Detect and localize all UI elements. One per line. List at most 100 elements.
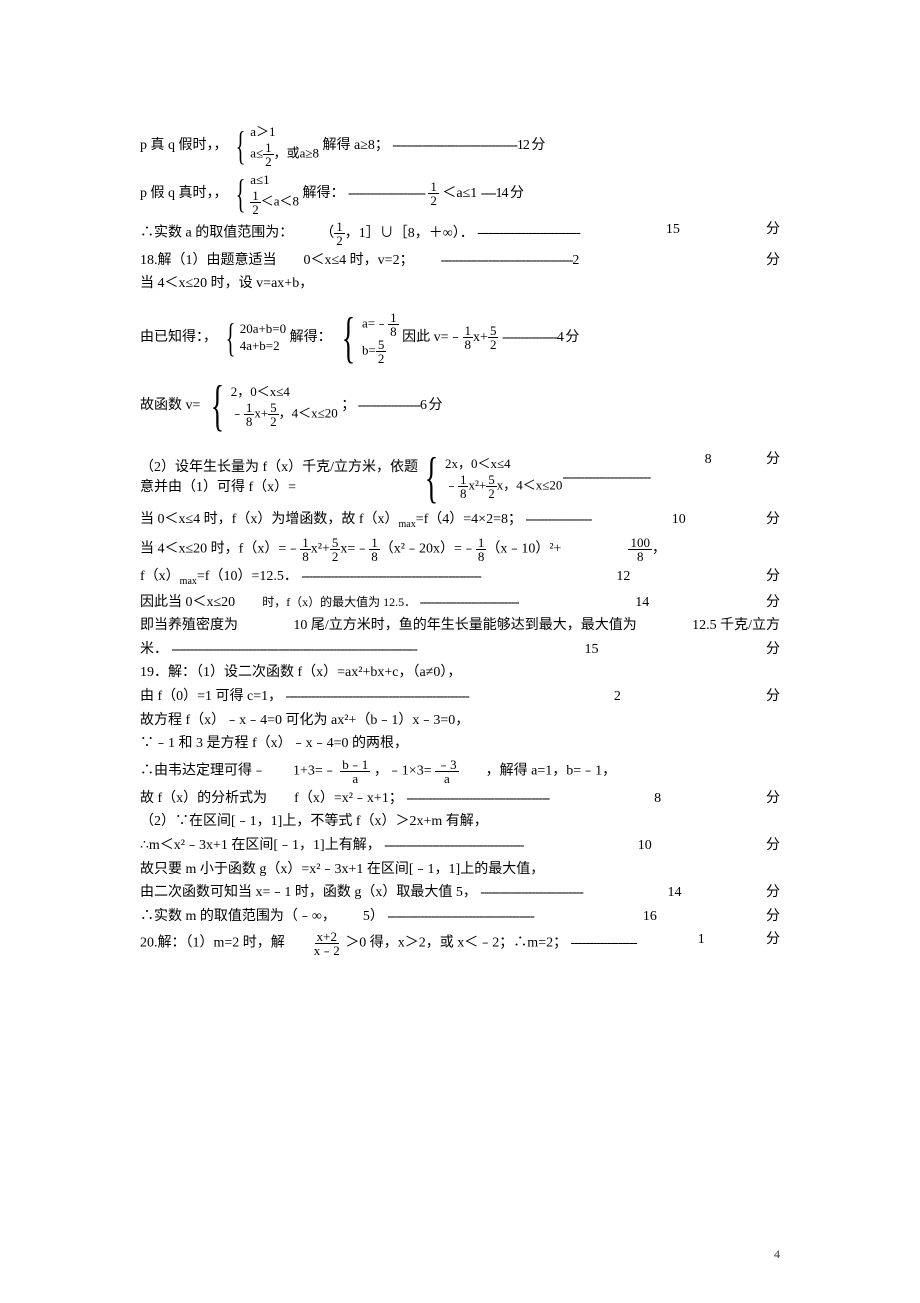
- unit: 分: [766, 789, 780, 809]
- line-10: 当 4＜x≤20 时，f（x）=﹣18x²+52x=﹣18（x²﹣20x）=﹣1…: [140, 536, 780, 563]
- line-7: 故函数 v= { 2，0＜x≤4 ﹣18x+52，4＜x≤20 ； ------…: [140, 378, 780, 434]
- text: ∴由韦达定理可得﹣: [140, 763, 266, 778]
- unit: 分: [766, 450, 780, 506]
- text: 由二次函数可知当 x=﹣1 时，函数 g（x）取最大值 5，: [140, 885, 477, 900]
- text: ，: [652, 541, 666, 556]
- text: 因此 v=﹣18x+52: [402, 330, 498, 345]
- text: 18.解（1）由题意适当: [140, 253, 277, 268]
- text: 12＜a＜8: [250, 189, 299, 216]
- brace-icon: {: [236, 126, 246, 166]
- text: 由 f（0）=1 可得 c=1，: [140, 689, 282, 704]
- dashes: ----------------------------------------: [387, 909, 533, 924]
- brace-block: { a≤1 12＜a＜8: [231, 172, 299, 216]
- text: 米．: [140, 642, 168, 657]
- unit: 分: [766, 640, 780, 660]
- brace-icon: {: [225, 318, 235, 358]
- text: ∴实数 a 的取值范围为：: [140, 226, 293, 241]
- text: ＜a≤1: [442, 186, 477, 201]
- text: 由已知得：，: [140, 330, 217, 345]
- text: 解得：: [302, 186, 344, 201]
- text: a＞1: [250, 124, 319, 141]
- text: 0＜x≤4 时，v=2；: [304, 253, 414, 268]
- text: 20.解：（1）m=2 时，解: [140, 936, 285, 951]
- dashes: --------------------------------------: [384, 838, 523, 853]
- line-26: 20.解：（1）m=2 时，解 x+2x﹣2 ＞0 得，x＞2，或 x＜﹣2；∴…: [140, 930, 780, 957]
- text: 2，0＜x≤4: [231, 384, 338, 401]
- brace-block: { 20a+b=0 4a+b=2: [221, 318, 287, 358]
- line-16: 由 f（0）=1 可得 c=1， -----------------------…: [140, 687, 780, 707]
- text: 5）: [363, 909, 384, 924]
- text: p 假 q 真时，，: [140, 186, 228, 201]
- page: p 真 q 假时，， { a＞1 a≤12，或a≥8 解得 a≥8； -----…: [0, 0, 920, 1303]
- brace-icon: {: [425, 450, 438, 506]
- dashes: ----14 分: [481, 186, 523, 201]
- line-4: 18.解（1）由题意适当 0＜x≤4 时，v=2； --------------…: [140, 251, 780, 271]
- text: p 真 q 假时，，: [140, 138, 228, 153]
- dashes: ----------------------------: [477, 226, 580, 241]
- dashes: -----------------6 分: [358, 398, 442, 413]
- unit: 分: [766, 836, 780, 856]
- text: a=﹣18: [362, 311, 399, 338]
- text: 2x，0＜x≤4: [445, 456, 562, 473]
- score: 2: [614, 687, 621, 707]
- score: 8: [654, 789, 661, 809]
- text: （x﹣10）²+: [486, 541, 561, 556]
- brace-icon: {: [236, 174, 246, 214]
- score: 12: [616, 567, 630, 589]
- line-14: 米． -------------------------------------…: [140, 640, 780, 660]
- dashes: ----------------------------------------…: [301, 569, 480, 584]
- fraction: 12: [428, 180, 439, 207]
- line-13: 即当养殖密度为 10 尾/立方米时，鱼的年生长量能够达到最大，最大值为 12.5…: [140, 616, 780, 636]
- page-number: 4: [774, 1246, 780, 1263]
- line-12: 因此当 0＜x≤20 时，f（x）的最大值为 12.5． -----------…: [140, 593, 780, 613]
- text: 故函数 v=: [140, 398, 200, 413]
- score: 14: [667, 883, 681, 903]
- text: f（x）=x²﹣x+1；: [294, 791, 403, 806]
- text: 即当养殖密度为: [140, 616, 238, 636]
- text: 当 4＜x≤20 时，f（x）=﹣: [140, 541, 300, 556]
- brace-block: { a=﹣18 b=52: [335, 310, 399, 366]
- text: ∴m＜x²﹣3x+1 在区间[﹣1，1]上有解，: [140, 838, 381, 853]
- text: a≤12，或a≥8: [250, 141, 319, 168]
- line-5: 当 4＜x≤20 时，设 v=ax+b，: [140, 274, 780, 294]
- text: b=52: [362, 338, 399, 365]
- fraction: ﹣3a: [435, 758, 459, 785]
- text: ＞0 得，x＞2，或 x＜﹣2；∴m=2；: [345, 936, 567, 951]
- score: 15: [584, 640, 598, 660]
- text: ﹣18x+52，4＜x≤20: [231, 401, 338, 428]
- text: x²+: [311, 541, 330, 556]
- dashes: ---------------------------------------: [406, 791, 549, 806]
- line-23: 故只要 m 小于函数 g（x）=x²﹣3x+1 在区间[﹣1，1]上的最大值，: [140, 860, 780, 880]
- text: （2）设年生长量为 f（x）千克/立方米，依题: [140, 458, 418, 478]
- dashes: ---------------------: [348, 186, 425, 201]
- unit: 分: [766, 567, 780, 589]
- subscript: max: [399, 519, 416, 530]
- dashes: ------------------: [525, 512, 591, 527]
- unit: 分: [766, 907, 780, 927]
- text: 故 f（x）的分析式为: [140, 791, 267, 806]
- line-15: 19．解：（1）设二次函数 f（x）=ax²+bx+c，（a≠0），: [140, 663, 780, 683]
- text: =f（4）=4×2=8；: [416, 512, 522, 527]
- line-17: 故方程 f（x）﹣x﹣4=0 可化为 ax²+（b﹣1）x﹣3=0，: [140, 711, 780, 731]
- text: 4a+b=2: [240, 338, 286, 355]
- text: 解得 a≥8；: [323, 138, 389, 153]
- score: 8: [705, 450, 712, 506]
- fraction: b﹣1a: [340, 758, 370, 785]
- text: 12.5 千克/立方: [692, 616, 780, 636]
- text: 解得：: [290, 330, 332, 345]
- text: ，解得 a=1，b=﹣1，: [486, 763, 617, 778]
- brace-icon: {: [211, 378, 224, 434]
- text: 意并由（1）可得 f（x）=: [140, 478, 418, 498]
- dashes: ----------------------------------------…: [286, 689, 469, 704]
- brace-block: { 2，0＜x≤4 ﹣18x+52，4＜x≤20: [204, 378, 338, 434]
- unit: 分: [766, 687, 780, 707]
- dashes: ------------------------: [562, 468, 650, 488]
- line-8: （2）设年生长量为 f（x）千克/立方米，依题 意并由（1）可得 f（x）= {…: [140, 450, 780, 506]
- dashes: ---------------4 分: [502, 330, 578, 345]
- line-2: p 假 q 真时，， { a≤1 12＜a＜8 解得： ------------…: [140, 172, 780, 216]
- text: （12，1］∪［8，＋∞）．: [320, 226, 473, 241]
- text: =f（10）=12.5．: [197, 569, 298, 584]
- text: a≤1: [250, 172, 299, 189]
- text: 因此当 0＜x≤20: [140, 595, 235, 610]
- text: 20a+b=0: [240, 321, 286, 338]
